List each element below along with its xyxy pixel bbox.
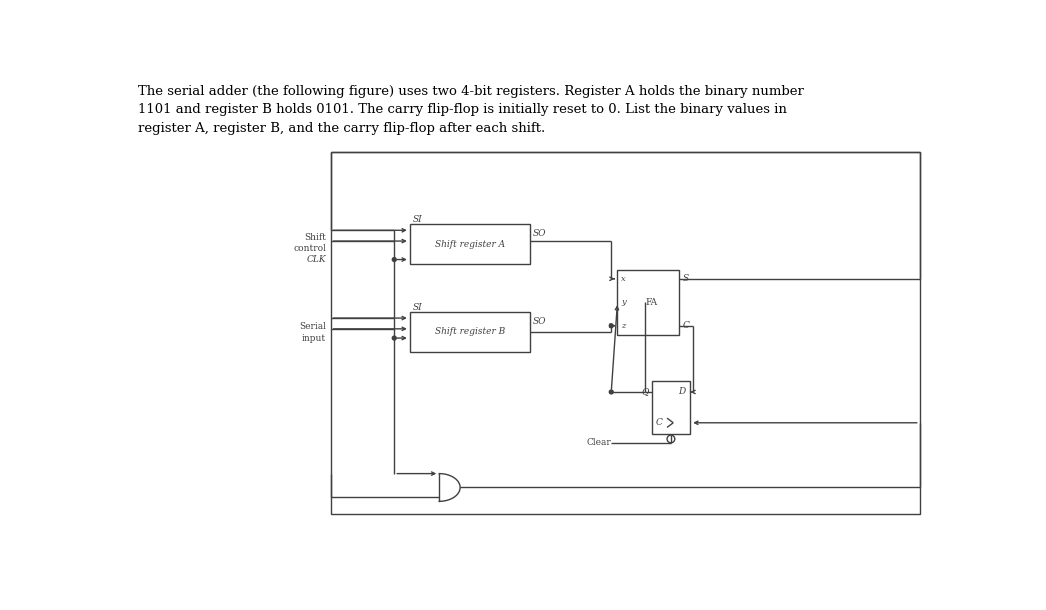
Text: Clear: Clear xyxy=(587,439,611,447)
Bar xyxy=(617,270,680,335)
Text: control: control xyxy=(293,244,326,253)
Text: input: input xyxy=(302,334,326,343)
Text: The serial adder (the following figure) uses two 4-bit registers. Register A hol: The serial adder (the following figure) … xyxy=(138,85,804,135)
Text: Shift register B: Shift register B xyxy=(435,328,505,337)
Text: SI: SI xyxy=(413,215,423,224)
Text: S: S xyxy=(683,274,688,283)
Bar xyxy=(331,152,919,514)
Text: D: D xyxy=(679,387,685,397)
Bar xyxy=(652,381,690,434)
Text: Shift register A: Shift register A xyxy=(435,240,505,249)
Circle shape xyxy=(610,324,613,328)
Text: Shift: Shift xyxy=(304,234,326,243)
Bar xyxy=(410,224,530,264)
Text: FA: FA xyxy=(645,298,658,307)
Text: Q: Q xyxy=(641,387,649,397)
Circle shape xyxy=(610,390,613,394)
Circle shape xyxy=(392,257,396,262)
Text: x: x xyxy=(621,274,627,283)
Text: C: C xyxy=(656,418,662,427)
Text: z: z xyxy=(621,321,626,330)
Text: Serial: Serial xyxy=(299,322,326,331)
Circle shape xyxy=(392,336,396,340)
Text: SO: SO xyxy=(533,317,546,326)
Text: SO: SO xyxy=(533,229,546,238)
Text: CLK: CLK xyxy=(306,255,326,264)
Bar xyxy=(410,312,530,352)
Text: SI: SI xyxy=(413,303,423,312)
Text: C: C xyxy=(683,321,689,330)
Text: y: y xyxy=(621,298,627,306)
